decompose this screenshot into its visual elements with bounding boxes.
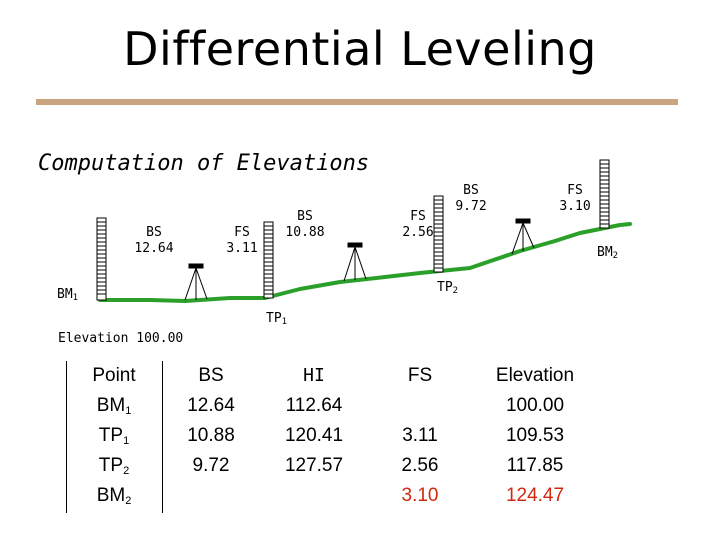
- leveling-rod-bm2: [599, 159, 610, 229]
- reading-type-bs2: BS: [297, 209, 313, 224]
- ground-profile: [98, 222, 632, 303]
- page-title: Differential Leveling: [123, 22, 597, 76]
- cell-bs: 12.64: [187, 395, 235, 416]
- cell-point: BM1: [96, 395, 132, 417]
- reading-type-fs1: FS: [234, 225, 250, 240]
- cell-point: BM2: [96, 485, 132, 507]
- cell-elevation: 100.00: [505, 395, 565, 416]
- cell-fs: [370, 391, 470, 421]
- point-label-tp1: TP1: [266, 311, 287, 327]
- cell-elevation: 109.53: [505, 425, 565, 446]
- reading-value-bs2: 10.88: [285, 225, 324, 240]
- header-bs: BS: [198, 365, 224, 386]
- header-hi: HI: [303, 365, 325, 386]
- point-label-bm1: BM1: [57, 287, 78, 303]
- column-hi: HI 112.64 120.41 127.57: [262, 361, 366, 511]
- column-bs: BS 12.64 10.88 9.72: [163, 361, 259, 511]
- elevation-label: Elevation 100.00: [58, 331, 183, 346]
- cell-bs: 10.88: [187, 425, 235, 446]
- point-label-bm2: BM2: [597, 245, 618, 261]
- reading-type-fs3: FS: [567, 183, 583, 198]
- reading-value-bs1: 12.64: [134, 241, 173, 256]
- reading-type-bs1: BS: [146, 225, 162, 240]
- column-fs: FS 3.11 2.56 3.10: [370, 361, 470, 511]
- header-fs: FS: [407, 365, 433, 386]
- cell-hi: [262, 481, 366, 511]
- cell-point: TP1: [98, 425, 130, 447]
- cell-hi: 112.64: [285, 395, 343, 416]
- cell-bs: [163, 481, 259, 511]
- reading-value-bs3: 9.72: [455, 199, 486, 214]
- column-elevation: Elevation 100.00 109.53 117.85 124.47: [476, 361, 594, 511]
- reading-value-fs3: 3.10: [559, 199, 590, 214]
- header-point: Point: [92, 365, 136, 386]
- cell-hi: 127.57: [284, 455, 344, 476]
- cell-fs: 2.56: [401, 455, 439, 476]
- point-label-tp2: TP2: [437, 280, 458, 296]
- table-divider-right: [162, 361, 163, 513]
- reading-type-fs2: FS: [410, 209, 426, 224]
- leveling-rod-tp2: [433, 195, 444, 273]
- leveling-rod-bm1: [96, 217, 107, 301]
- title-divider: [36, 99, 678, 105]
- elevation-table: Point BM1 TP1 TP2 BM2 BS 12.64 10.88 9.7…: [0, 361, 720, 513]
- level-instrument-1: [184, 263, 208, 301]
- leveling-rod-tp1: [263, 221, 274, 299]
- reading-value-fs1: 3.11: [226, 241, 257, 256]
- cell-elevation: 117.85: [506, 455, 564, 476]
- cell-fs: 3.11: [402, 425, 438, 446]
- column-point: Point BM1 TP1 TP2 BM2: [66, 361, 162, 511]
- header-elevation: Elevation: [495, 365, 575, 386]
- reading-value-fs2: 2.56: [402, 225, 433, 240]
- level-instrument-2: [343, 242, 367, 282]
- level-instrument-3: [511, 218, 535, 255]
- reading-type-bs3: BS: [463, 183, 479, 198]
- cell-fs-highlight: 3.10: [401, 485, 439, 506]
- cell-elevation-highlight: 124.47: [505, 485, 565, 506]
- table-divider-left: [66, 361, 67, 513]
- cell-hi: 120.41: [284, 425, 344, 446]
- section-subtitle: Computation of Elevations: [38, 151, 370, 176]
- cell-bs: 9.72: [192, 455, 230, 476]
- cell-point: TP2: [98, 455, 130, 477]
